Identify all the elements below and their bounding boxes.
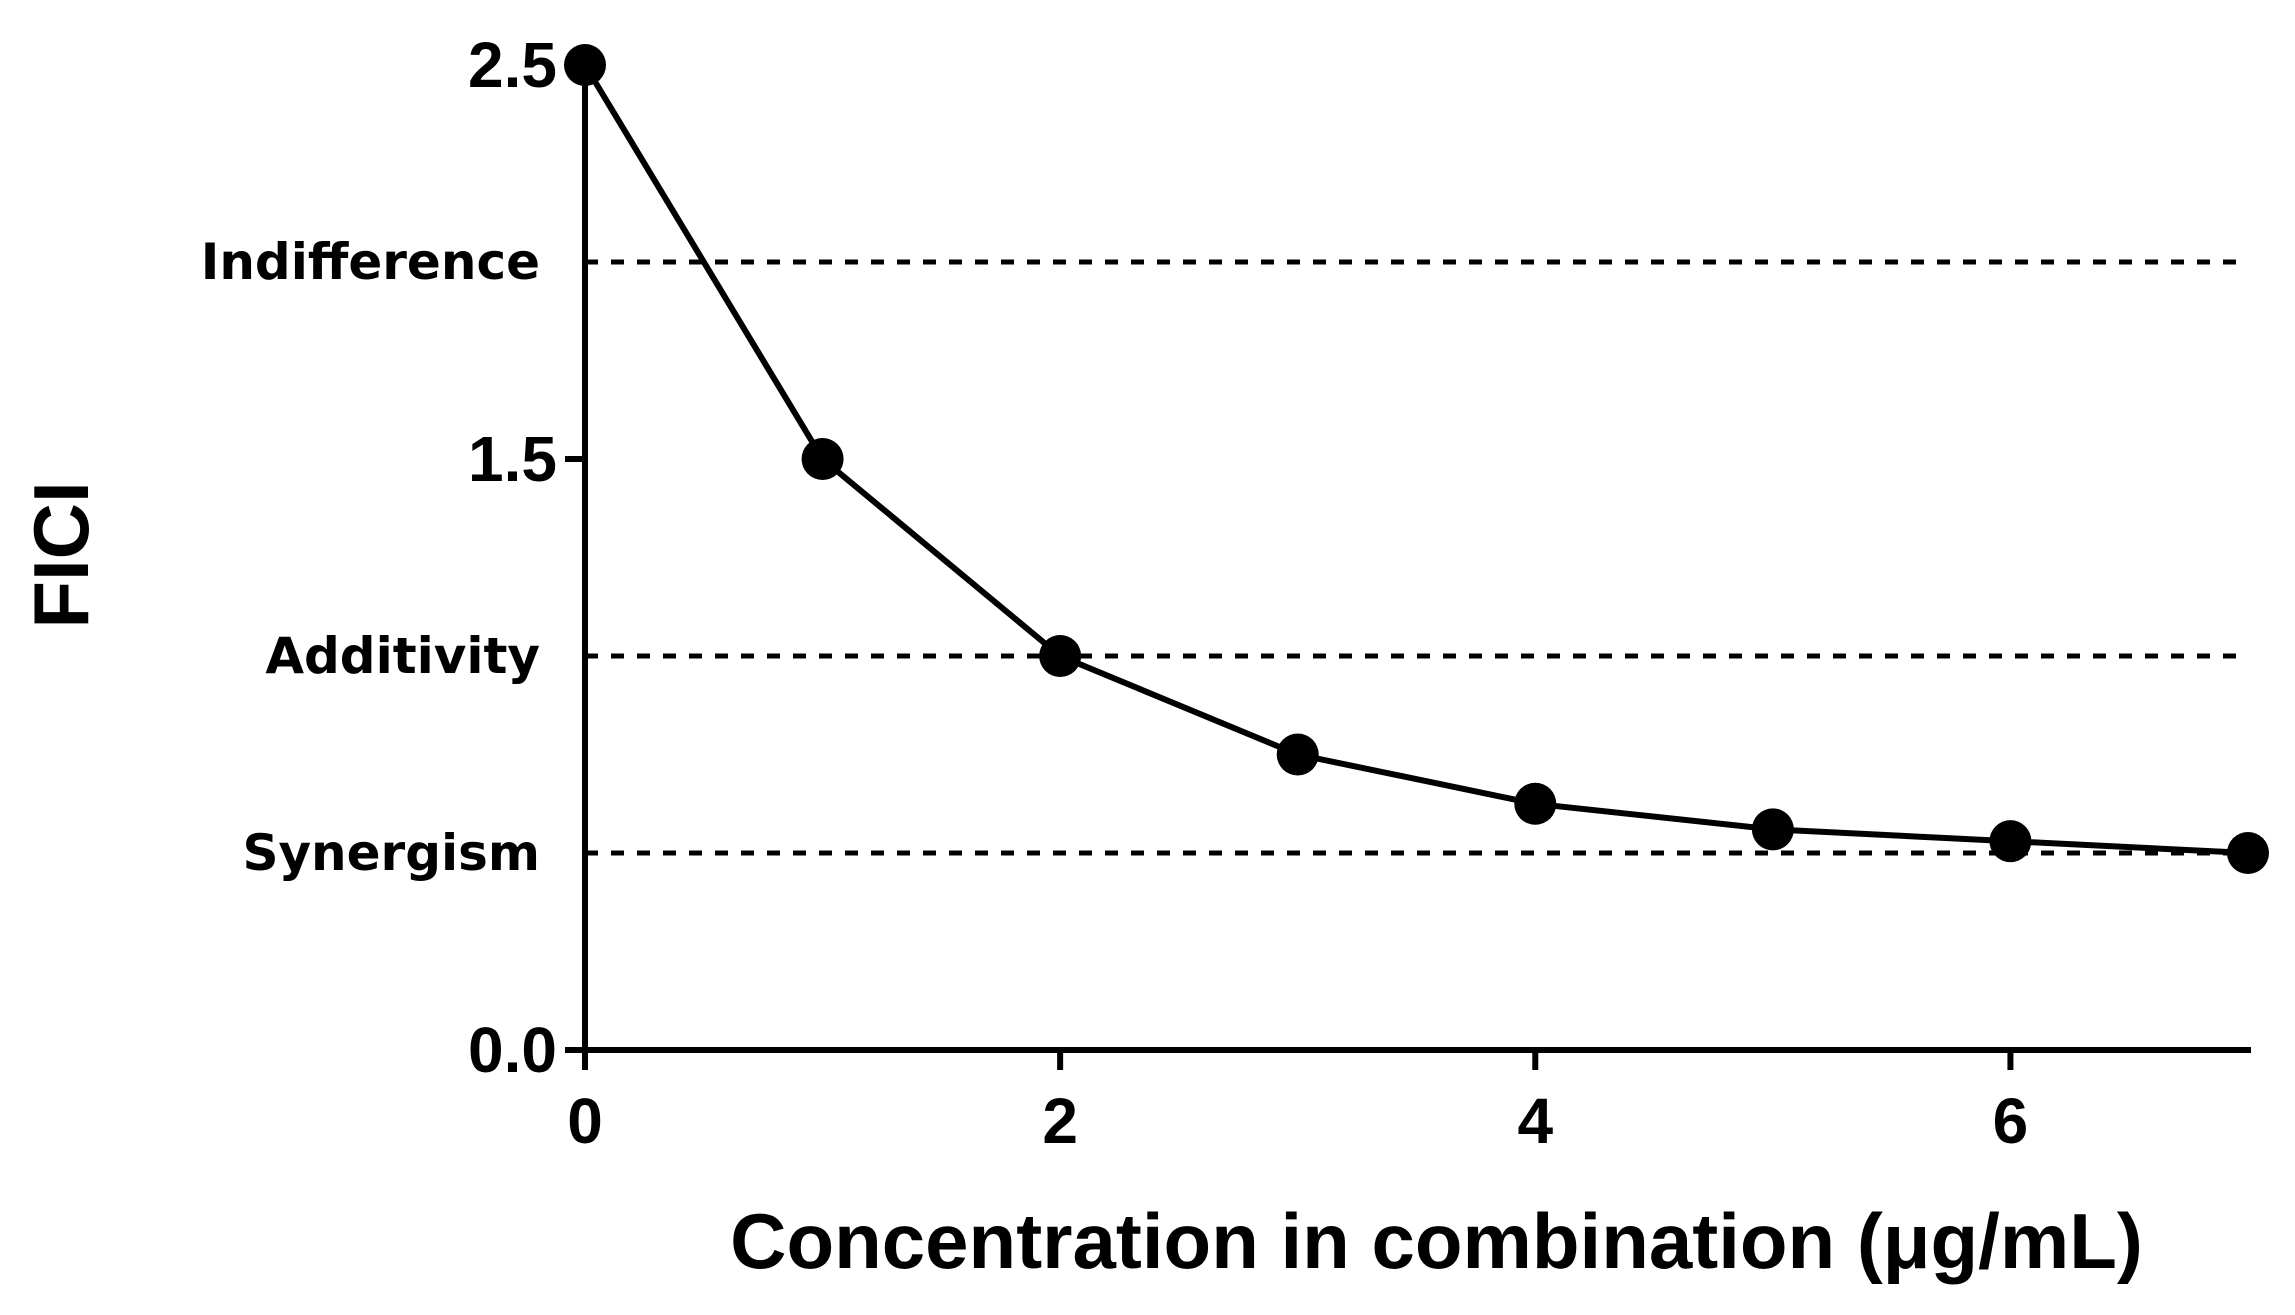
y-tick-label: 2.5	[468, 29, 557, 101]
reference-labels: Indifference Additivity Synergism	[201, 233, 540, 882]
reference-label-synergism: Synergism	[242, 824, 540, 882]
data-point	[1039, 635, 1082, 677]
x-tick-label: 4	[1517, 1085, 1553, 1157]
x-tick-label: 2	[1042, 1085, 1078, 1157]
reference-label-additivity: Additivity	[265, 627, 540, 685]
y-tick-label: 0.0	[468, 1014, 557, 1086]
series	[564, 44, 2269, 874]
axes	[567, 62, 2251, 1068]
x-tick-label: 0	[567, 1085, 603, 1157]
x-tick-label: 6	[1993, 1085, 2029, 1157]
data-point	[1989, 820, 2032, 863]
data-point	[801, 438, 844, 480]
x-axis-title: Concentration in combination (μg/mL)	[730, 1197, 2143, 1285]
y-tick-label: 1.5	[468, 423, 557, 495]
data-point	[1751, 808, 1794, 851]
y-ticks: 0.0 1.5 2.5	[468, 29, 585, 1086]
data-point	[1514, 782, 1557, 825]
y-axis-title: FICI	[17, 481, 105, 628]
series-line	[582, 63, 2249, 856]
data-point	[1276, 733, 1319, 776]
reference-label-indifference: Indifference	[201, 233, 540, 291]
reference-lines	[585, 259, 2248, 856]
x-ticks: 0 2 4 6	[567, 1050, 2028, 1157]
data-point	[2227, 832, 2269, 874]
